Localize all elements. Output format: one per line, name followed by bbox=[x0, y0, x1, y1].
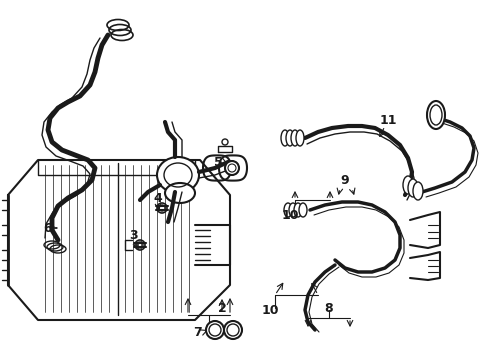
Ellipse shape bbox=[285, 130, 293, 146]
Text: 4: 4 bbox=[153, 192, 162, 204]
Ellipse shape bbox=[164, 183, 195, 203]
Text: 10: 10 bbox=[281, 208, 298, 221]
Ellipse shape bbox=[157, 157, 199, 193]
Text: 7: 7 bbox=[193, 325, 202, 338]
Text: 11: 11 bbox=[379, 113, 396, 126]
Ellipse shape bbox=[426, 101, 444, 129]
Text: 3: 3 bbox=[128, 229, 137, 242]
Circle shape bbox=[205, 321, 224, 339]
Ellipse shape bbox=[407, 179, 417, 197]
Ellipse shape bbox=[290, 130, 298, 146]
Text: 1: 1 bbox=[204, 324, 213, 337]
Ellipse shape bbox=[295, 130, 304, 146]
Circle shape bbox=[224, 321, 242, 339]
Ellipse shape bbox=[298, 203, 306, 217]
Ellipse shape bbox=[402, 176, 412, 194]
Ellipse shape bbox=[293, 203, 302, 217]
Text: 9: 9 bbox=[340, 174, 348, 186]
Ellipse shape bbox=[284, 203, 291, 217]
Text: 6: 6 bbox=[43, 221, 52, 234]
Text: 5: 5 bbox=[213, 156, 222, 168]
Ellipse shape bbox=[288, 203, 296, 217]
Ellipse shape bbox=[412, 182, 422, 200]
Text: 8: 8 bbox=[324, 302, 333, 315]
Ellipse shape bbox=[281, 130, 288, 146]
Text: 10: 10 bbox=[261, 303, 278, 316]
Text: 2: 2 bbox=[217, 302, 226, 315]
Circle shape bbox=[224, 161, 239, 175]
